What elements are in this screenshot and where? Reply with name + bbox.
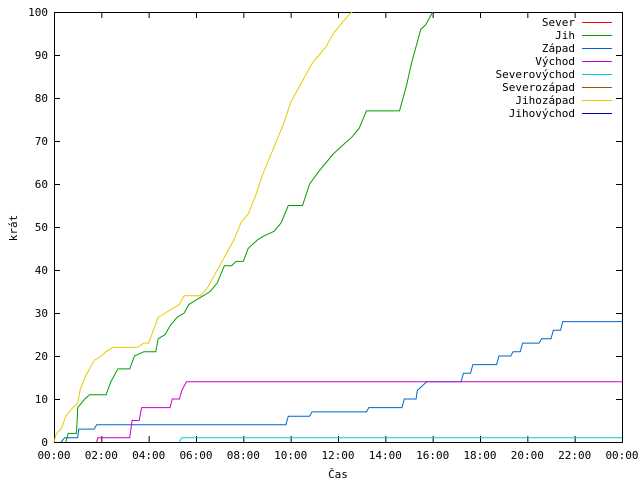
series-line-Východ	[96, 381, 622, 443]
x-tick-label: 22:00	[558, 449, 591, 462]
x-axis-label: Čas	[328, 468, 348, 480]
legend-label: Východ	[535, 55, 575, 68]
x-tick-label: 04:00	[132, 449, 165, 462]
y-tick-label: 40	[35, 264, 48, 277]
legend-label: Jihovýchod	[509, 107, 575, 120]
y-tick-label: 70	[35, 135, 48, 148]
x-tick-label: 16:00	[416, 449, 449, 462]
x-tick-label: 06:00	[179, 449, 212, 462]
x-tick-label: 14:00	[369, 449, 402, 462]
legend: SeverJihZápadVýchodSeverovýchodSeverozáp…	[496, 16, 612, 120]
legend-label: Jih	[555, 29, 575, 42]
x-tick-label: 02:00	[85, 449, 118, 462]
y-tick-label: 80	[35, 92, 48, 105]
y-tick-label: 90	[35, 49, 48, 62]
y-axis-label: krát	[7, 215, 20, 242]
y-tick-label: 20	[35, 350, 48, 363]
legend-label: Jihozápad	[515, 94, 575, 107]
legend-label: Západ	[542, 42, 575, 55]
series-lines	[53, 11, 622, 443]
x-tick-label: 08:00	[227, 449, 260, 462]
axis-ticks: 0 10 20 30 40 50 60 70 80 90 100 00:00 02:00 04:00 06:…	[28, 6, 638, 462]
series-line-Severovýchod	[178, 437, 622, 443]
x-tick-label: 00:00	[605, 449, 638, 462]
y-tick-label: 100	[28, 6, 48, 19]
y-tick-label: 30	[35, 307, 48, 320]
x-tick-label: 18:00	[463, 449, 496, 462]
legend-label: Sever	[542, 16, 575, 29]
legend-label: Severozápad	[502, 81, 575, 94]
x-tick-label: 20:00	[511, 449, 544, 462]
x-tick-label: 00:00	[37, 449, 70, 462]
y-tick-label: 60	[35, 178, 48, 191]
y-tick-label: 0	[41, 436, 48, 449]
y-tick-label: 10	[35, 393, 48, 406]
y-tick-label: 50	[35, 221, 48, 234]
x-tick-label: 10:00	[274, 449, 307, 462]
x-tick-label: 12:00	[321, 449, 354, 462]
series-line-Jih	[65, 11, 434, 443]
legend-label: Severovýchod	[496, 68, 575, 81]
series-line-Jihozápad	[53, 11, 353, 443]
